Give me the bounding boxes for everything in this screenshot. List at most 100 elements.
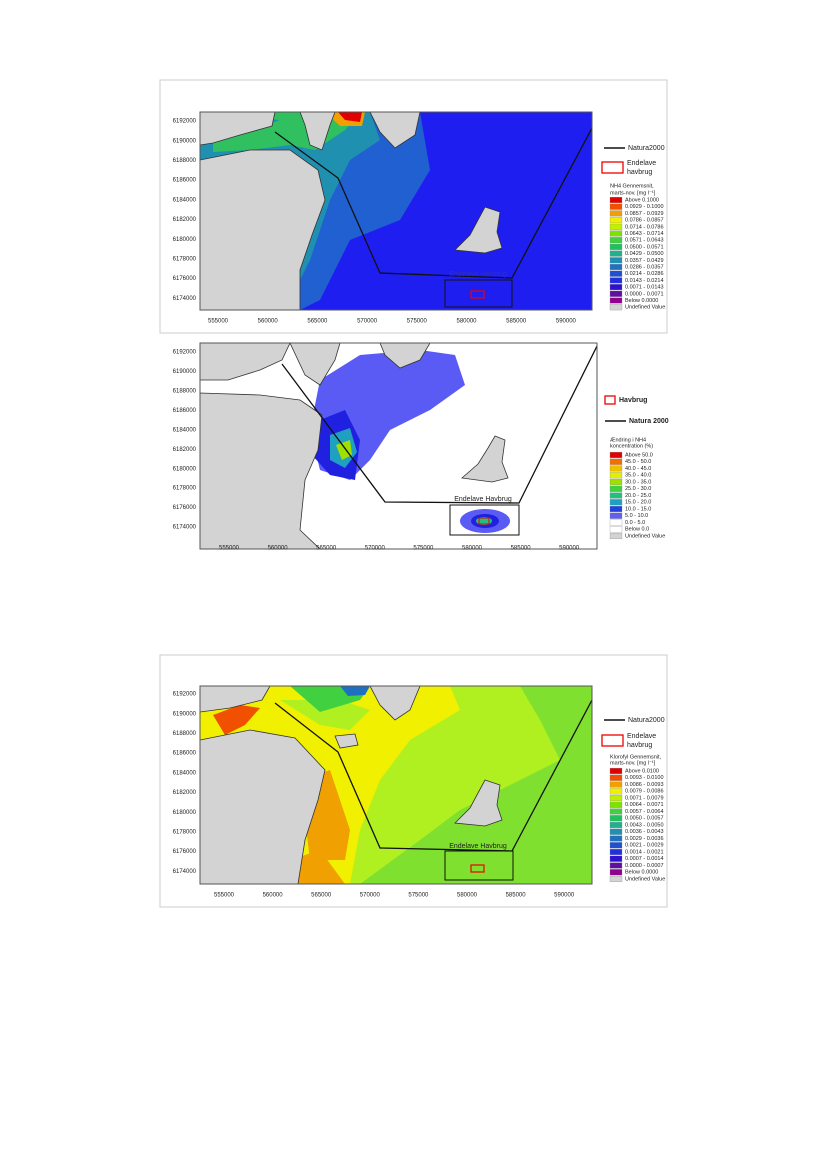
map-border bbox=[199, 342, 598, 550]
y-tick-label: 6174000 bbox=[173, 869, 197, 875]
legend-title: marts-nov. [mg l⁻¹] bbox=[610, 190, 656, 196]
legend-swatch bbox=[609, 277, 623, 284]
x-tick-label: 555000 bbox=[219, 546, 240, 552]
legend-swatch bbox=[609, 217, 623, 224]
y-tick-label: 6178000 bbox=[173, 486, 197, 492]
map-label: Endelave Havbrug bbox=[454, 496, 512, 503]
legend-swatch bbox=[609, 196, 623, 203]
legend-title: marts-nov. [mg l⁻¹] bbox=[610, 760, 656, 766]
legend-label: 0.0714 - 0.0786 bbox=[625, 224, 664, 230]
legend-swatch bbox=[609, 788, 623, 795]
y-tick-label: 6176000 bbox=[173, 276, 197, 282]
legend-swatch bbox=[609, 526, 623, 533]
farm-legend-label: Endelave bbox=[627, 160, 656, 167]
legend-title: Ændring i NH4 bbox=[610, 437, 646, 443]
legend-title: koncentration (%) bbox=[610, 443, 653, 449]
legend-label: 45.0 - 50.0 bbox=[625, 459, 651, 465]
legend-label: 0.0029 - 0.0036 bbox=[625, 836, 664, 842]
x-tick-label: 565000 bbox=[316, 546, 337, 552]
legend-swatch bbox=[609, 203, 623, 210]
farm-box bbox=[444, 279, 513, 308]
x-tick-label: 590000 bbox=[554, 893, 575, 899]
y-tick-label: 6178000 bbox=[173, 256, 197, 262]
land bbox=[454, 206, 503, 254]
legend-label: 30.0 - 35.0 bbox=[625, 479, 651, 485]
legend-label: 0.0050 - 0.0057 bbox=[625, 816, 664, 822]
legend-label: Above 0.1000 bbox=[625, 197, 659, 203]
x-tick-label: 580000 bbox=[457, 893, 478, 899]
legend-swatch bbox=[609, 821, 623, 829]
legend-swatch bbox=[609, 478, 623, 486]
plume bbox=[340, 686, 370, 696]
natura-line bbox=[274, 127, 592, 279]
legend-swatch bbox=[609, 828, 623, 835]
legend-label: 0.0057 - 0.0064 bbox=[625, 809, 664, 815]
farm bbox=[470, 864, 485, 873]
legend-label: 0.0071 - 0.0143 bbox=[625, 285, 664, 291]
y-tick-label: 6180000 bbox=[173, 466, 197, 472]
x-tick-label: 555000 bbox=[208, 319, 229, 325]
legend-swatch bbox=[609, 263, 623, 270]
x-tick-label: 560000 bbox=[258, 319, 279, 325]
farm bbox=[478, 517, 490, 525]
x-tick-label: 560000 bbox=[268, 546, 289, 552]
x-tick-label: 585000 bbox=[511, 546, 532, 552]
legend-swatch bbox=[609, 230, 623, 237]
figure-frame bbox=[159, 79, 668, 334]
legend-swatch bbox=[609, 304, 623, 311]
map bbox=[200, 686, 592, 884]
legend-label: 40.0 - 45.0 bbox=[625, 466, 651, 472]
farm-legend-label: Havbrug bbox=[619, 397, 647, 404]
land bbox=[200, 343, 291, 381]
land bbox=[369, 112, 421, 149]
legend-label: 0.0000 - 0.0071 bbox=[625, 291, 664, 297]
land bbox=[454, 779, 503, 827]
land bbox=[200, 112, 276, 146]
legend-swatch bbox=[609, 808, 623, 815]
x-tick-label: 570000 bbox=[357, 319, 378, 325]
y-tick-label: 6182000 bbox=[173, 217, 197, 223]
natura-legend-label: Natura2000 bbox=[628, 145, 665, 152]
y-tick-label: 6186000 bbox=[173, 408, 197, 414]
legend-swatch bbox=[609, 869, 623, 876]
legend-swatch bbox=[609, 465, 623, 472]
map-border bbox=[199, 685, 593, 885]
land bbox=[379, 343, 431, 369]
y-tick-label: 6186000 bbox=[173, 178, 197, 184]
x-tick-label: 590000 bbox=[559, 546, 580, 552]
x-tick-label: 580000 bbox=[456, 319, 477, 325]
plume bbox=[338, 112, 362, 122]
y-tick-label: 6182000 bbox=[173, 790, 197, 796]
plume bbox=[213, 705, 260, 735]
legend-label: Undefined Value bbox=[625, 305, 665, 311]
legend-swatch bbox=[609, 243, 623, 250]
legend-label: 0.0857 - 0.0929 bbox=[625, 211, 664, 217]
legend-label: 0.0014 - 0.0021 bbox=[625, 849, 664, 855]
land bbox=[334, 733, 359, 749]
legend-swatch bbox=[609, 451, 623, 459]
legend-label: 0.0093 - 0.0100 bbox=[625, 775, 664, 781]
plume bbox=[476, 517, 492, 525]
legend-swatch bbox=[609, 855, 623, 862]
x-tick-label: 575000 bbox=[407, 319, 428, 325]
y-tick-label: 6178000 bbox=[173, 829, 197, 835]
legend-title: Klorofyl Gennemsnit, bbox=[610, 754, 662, 760]
y-tick-label: 6192000 bbox=[173, 119, 197, 125]
land bbox=[200, 729, 326, 884]
x-tick-label: 585000 bbox=[506, 319, 527, 325]
legend-label: 0.0036 - 0.0043 bbox=[625, 829, 664, 835]
y-tick-label: 6184000 bbox=[173, 427, 197, 433]
farm-legend-swatch bbox=[604, 395, 616, 405]
legend-label: Above 50.0 bbox=[625, 452, 653, 458]
legend-label: 5.0 - 10.0 bbox=[625, 513, 648, 519]
legend-label: 0.0429 - 0.0500 bbox=[625, 251, 664, 257]
legend-swatch bbox=[609, 505, 623, 513]
legend-label: 0.0143 - 0.0214 bbox=[625, 278, 664, 284]
legend-label: 0.0000 - 0.0007 bbox=[625, 863, 664, 869]
land bbox=[289, 343, 341, 386]
map-label: Endelave Havbrug bbox=[449, 843, 507, 850]
y-tick-label: 6174000 bbox=[173, 525, 197, 531]
figure-frame bbox=[159, 654, 668, 908]
y-tick-label: 6188000 bbox=[173, 731, 197, 737]
y-tick-label: 6190000 bbox=[173, 369, 197, 375]
